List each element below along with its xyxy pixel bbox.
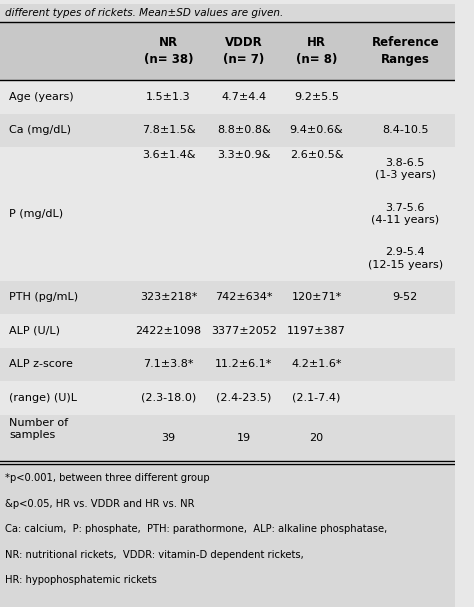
FancyBboxPatch shape: [0, 22, 456, 80]
Text: Age (years): Age (years): [9, 92, 74, 102]
Text: Number of
samples: Number of samples: [9, 418, 68, 440]
Text: 4.7±4.4: 4.7±4.4: [221, 92, 266, 102]
FancyBboxPatch shape: [0, 415, 456, 461]
Text: 4.2±1.6*: 4.2±1.6*: [291, 359, 342, 369]
FancyBboxPatch shape: [0, 464, 456, 607]
FancyBboxPatch shape: [0, 381, 456, 415]
Text: NR
(n= 38): NR (n= 38): [144, 36, 193, 66]
Text: P (mg/dL): P (mg/dL): [9, 209, 63, 219]
FancyBboxPatch shape: [0, 114, 456, 147]
Text: 2.6±0.5&: 2.6±0.5&: [290, 150, 343, 160]
Text: 120±71*: 120±71*: [292, 293, 342, 302]
FancyBboxPatch shape: [0, 80, 456, 114]
Text: ALP (U/L): ALP (U/L): [9, 326, 60, 336]
Text: (2.4-23.5): (2.4-23.5): [216, 393, 271, 403]
Text: (range) (U)L: (range) (U)L: [9, 393, 77, 403]
Text: 7.1±3.8*: 7.1±3.8*: [143, 359, 194, 369]
Text: NR: nutritional rickets,  VDDR: vitamin-D dependent rickets,: NR: nutritional rickets, VDDR: vitamin-D…: [5, 550, 303, 560]
Text: different types of rickets. Mean±SD values are given.: different types of rickets. Mean±SD valu…: [5, 8, 283, 18]
FancyBboxPatch shape: [0, 80, 456, 461]
Text: 8.4-10.5: 8.4-10.5: [382, 125, 428, 135]
Text: (2.1-7.4): (2.1-7.4): [292, 393, 341, 403]
Text: 2422±1098: 2422±1098: [136, 326, 201, 336]
FancyBboxPatch shape: [0, 348, 456, 381]
Text: 20: 20: [310, 433, 324, 443]
Text: 19: 19: [237, 433, 251, 443]
Text: 3.6±1.4&: 3.6±1.4&: [142, 150, 195, 160]
Text: 11.2±6.1*: 11.2±6.1*: [215, 359, 273, 369]
Text: 3.3±0.9&: 3.3±0.9&: [217, 150, 270, 160]
Text: 1.5±1.3: 1.5±1.3: [146, 92, 191, 102]
Text: (2.3-18.0): (2.3-18.0): [141, 393, 196, 403]
Text: ALP z-score: ALP z-score: [9, 359, 73, 369]
Text: &p<0.05, HR vs. VDDR and HR vs. NR: &p<0.05, HR vs. VDDR and HR vs. NR: [5, 499, 194, 509]
Text: 742±634*: 742±634*: [215, 293, 273, 302]
Text: 8.8±0.8&: 8.8±0.8&: [217, 125, 271, 135]
Text: Reference
Ranges: Reference Ranges: [372, 36, 439, 66]
Text: 7.8±1.5&: 7.8±1.5&: [142, 125, 195, 135]
FancyBboxPatch shape: [0, 147, 456, 281]
Text: 323±218*: 323±218*: [140, 293, 197, 302]
Text: 9.4±0.6&: 9.4±0.6&: [290, 125, 343, 135]
Text: 3377±2052: 3377±2052: [211, 326, 277, 336]
FancyBboxPatch shape: [0, 314, 456, 348]
Text: 3.7-5.6
(4-11 years): 3.7-5.6 (4-11 years): [371, 203, 439, 225]
FancyBboxPatch shape: [0, 4, 456, 22]
Text: 2.9-5.4
(12-15 years): 2.9-5.4 (12-15 years): [368, 247, 443, 270]
Text: 1197±387: 1197±387: [287, 326, 346, 336]
Text: HR
(n= 8): HR (n= 8): [296, 36, 337, 66]
Text: Ca: calcium,  P: phosphate,  PTH: parathormone,  ALP: alkaline phosphatase,: Ca: calcium, P: phosphate, PTH: parathor…: [5, 524, 387, 534]
Text: Ca (mg/dL): Ca (mg/dL): [9, 125, 71, 135]
Text: HR: hypophosphatemic rickets: HR: hypophosphatemic rickets: [5, 575, 156, 585]
Text: 3.8-6.5
(1-3 years): 3.8-6.5 (1-3 years): [375, 158, 436, 180]
Text: 9-52: 9-52: [392, 293, 418, 302]
Text: VDDR
(n= 7): VDDR (n= 7): [223, 36, 264, 66]
FancyBboxPatch shape: [0, 281, 456, 314]
Text: 9.2±5.5: 9.2±5.5: [294, 92, 339, 102]
Text: 39: 39: [162, 433, 175, 443]
Text: PTH (pg/mL): PTH (pg/mL): [9, 293, 78, 302]
Text: *p<0.001, between three different group: *p<0.001, between three different group: [5, 473, 209, 483]
